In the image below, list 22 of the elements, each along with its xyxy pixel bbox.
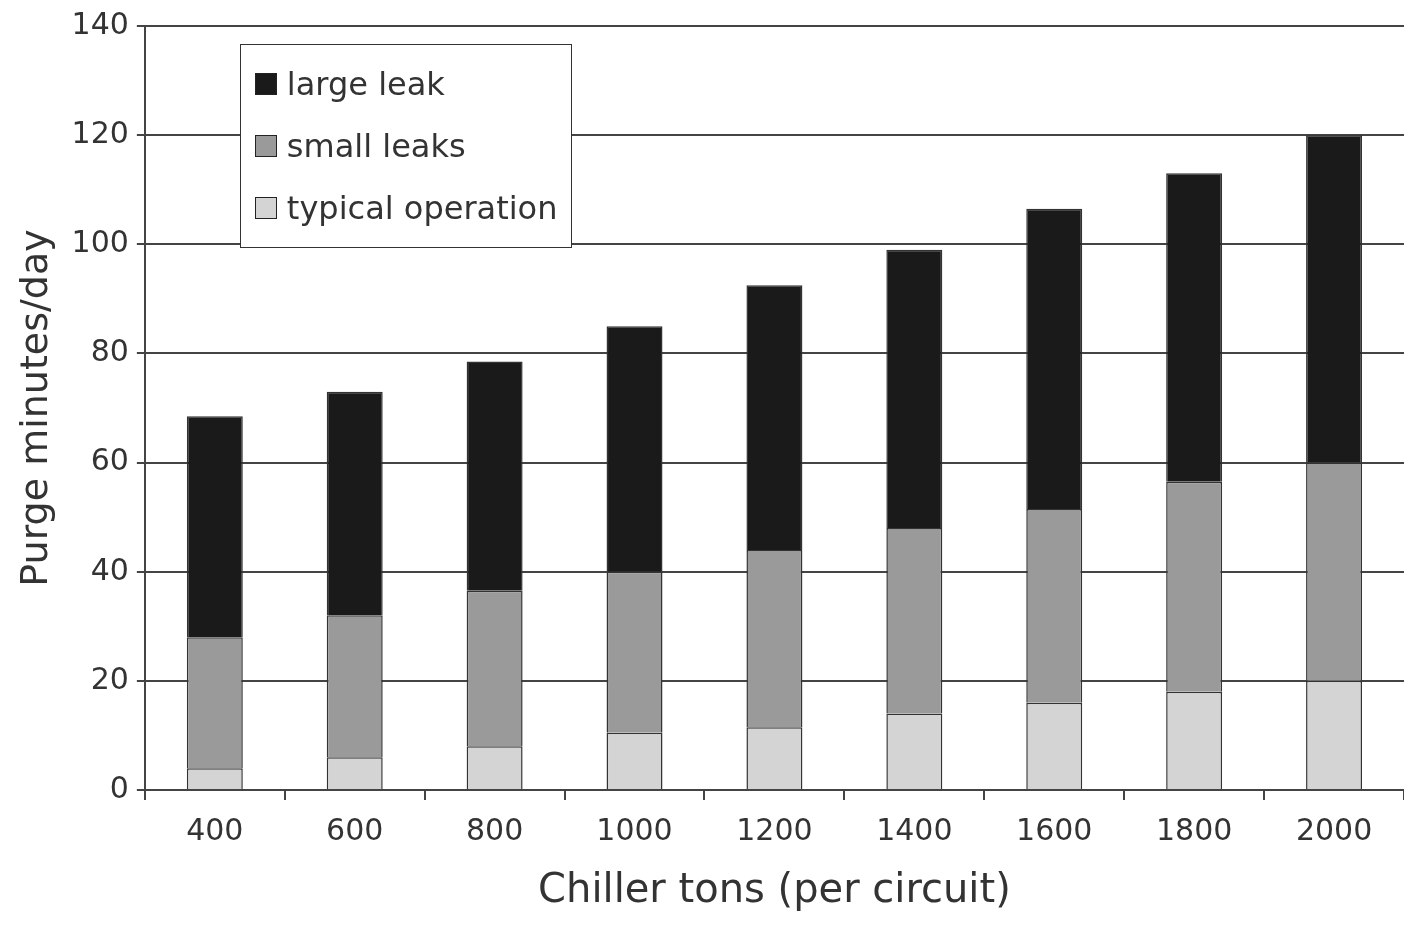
x-tick-label: 1400 [876,811,953,847]
y-tick-label: 80 [90,333,129,369]
x-tick-label: 2000 [1295,811,1373,847]
legend-label: large leak [286,65,445,103]
y-tick-label: 100 [71,224,129,260]
x-tick-label: 600 [326,811,384,847]
y-tick-label: 40 [90,551,129,587]
x-tick-label: 400 [186,811,244,847]
x-tick-label: 1600 [1016,811,1093,847]
y-tick-label: 0 [109,769,129,805]
x-tick-label: 1000 [596,811,673,847]
y-axis-title: Purge minutes/day [11,229,56,587]
x-axis-title: Chiller tons (per circuit) [538,865,1011,912]
y-tick-label: 20 [90,660,129,696]
y-tick-label: 140 [71,5,129,41]
x-tick-label: 1800 [1155,811,1233,847]
legend-label: typical operation [286,189,558,227]
y-tick-label: 120 [71,114,129,150]
x-tick-label: 1200 [736,811,813,847]
x-tick-label: 800 [465,811,524,847]
legend-label: small leaks [286,127,466,165]
y-tick-label: 60 [90,442,129,478]
